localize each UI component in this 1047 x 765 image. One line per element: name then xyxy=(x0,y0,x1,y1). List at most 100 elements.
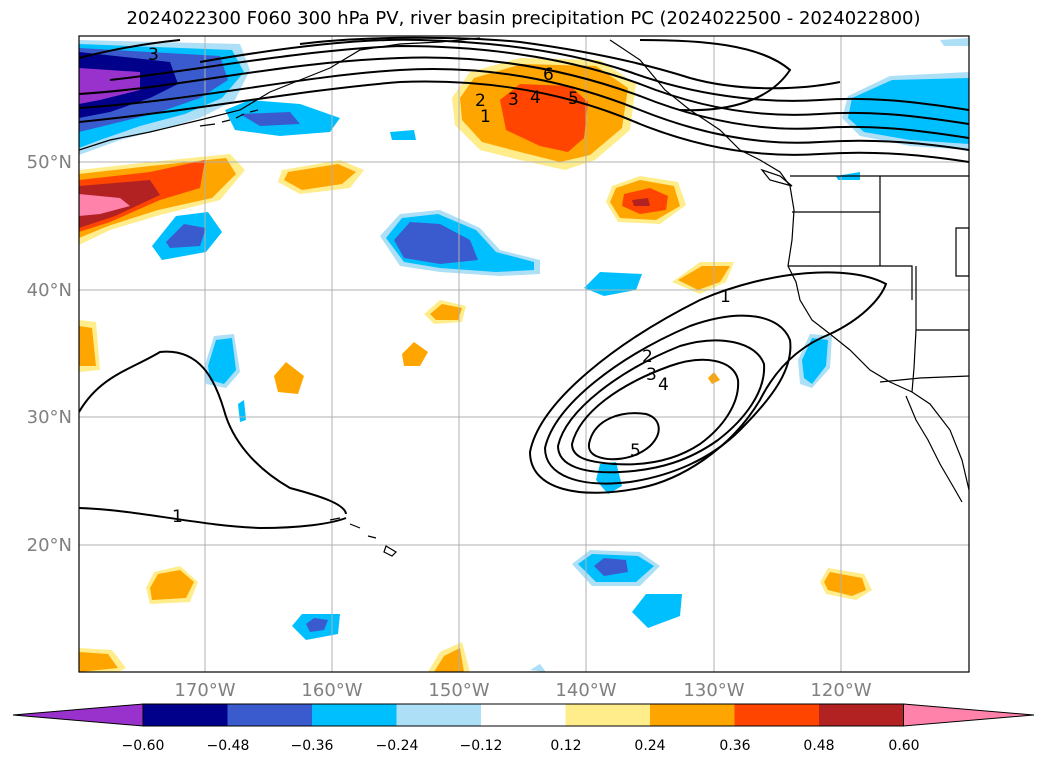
lon-label: 160°W xyxy=(301,680,362,701)
west-coast xyxy=(787,185,969,491)
pv-contour-north-4 xyxy=(109,44,969,125)
pos-anomaly-s-core xyxy=(79,652,118,672)
baja xyxy=(905,395,963,503)
colorbar-tick-labels: −0.60 −0.48 −0.36 −0.24 −0.12 0.12 0.24 … xyxy=(122,738,920,754)
contour-label: 4 xyxy=(530,88,541,108)
pos-anomaly-b-core xyxy=(632,198,650,206)
pv-contour-canada xyxy=(639,39,792,112)
precip-anomaly-fills xyxy=(79,38,969,672)
colorbar-segment xyxy=(565,704,650,726)
colorbar-segment xyxy=(143,704,228,726)
mexico-border xyxy=(879,375,969,383)
contour-labels: 3 6 2 3 4 5 1 1 2 3 4 5 1 xyxy=(148,45,731,527)
pv-contour-sub-5 xyxy=(587,412,660,461)
colorbar-tick-label: −0.24 xyxy=(376,738,419,754)
pv-contour-sub-1 xyxy=(528,271,888,494)
plot-title: 2024022300 F060 300 hPa PV, river basin … xyxy=(126,8,921,29)
neg-anomaly-nw-max xyxy=(79,68,140,104)
neg-anomaly-small xyxy=(390,130,416,140)
contour-label: 2 xyxy=(475,91,486,111)
state-border-nv xyxy=(911,329,917,393)
colorbar-tick-label: 0.12 xyxy=(550,738,581,754)
pv-contour-north-2 xyxy=(79,68,969,151)
lat-label: 20°N xyxy=(27,535,72,556)
contour-label: 5 xyxy=(568,89,579,109)
contour-label: 5 xyxy=(630,441,641,461)
lat-label: 30°N xyxy=(27,407,72,428)
lat-label: 40°N xyxy=(27,280,72,301)
contour-label: 1 xyxy=(172,507,183,527)
colorbar-segment xyxy=(481,704,566,726)
pos-anomaly-q-core xyxy=(150,570,194,600)
pv-contour-north-6 xyxy=(299,36,841,90)
neg-anomaly-c-core xyxy=(166,224,206,248)
lon-label: 130°W xyxy=(683,680,744,701)
pv-contour-north-1 xyxy=(79,80,969,163)
pv-contour-north-3 xyxy=(79,56,969,139)
contour-label: 1 xyxy=(720,287,731,307)
colorbar-tick-label: 0.48 xyxy=(803,738,834,754)
pos-anomaly-h xyxy=(402,342,428,366)
map-frame xyxy=(78,35,970,673)
contour-label: 3 xyxy=(148,45,159,65)
colorbar-extend-max xyxy=(903,703,1035,727)
colorbar-tick-label: −0.12 xyxy=(460,738,503,754)
pos-anomaly-f-core xyxy=(79,326,96,366)
contour-label: 6 xyxy=(543,65,554,85)
colorbar-frame xyxy=(142,703,904,727)
contour-label: 3 xyxy=(646,365,657,385)
colorbar-segment xyxy=(819,704,904,726)
pos-anomaly-r-core xyxy=(824,572,866,596)
neg-anomaly-sw-tiny xyxy=(530,664,546,672)
colorbar-segment xyxy=(227,704,312,726)
pos-anomaly-e-core xyxy=(678,266,730,290)
pv-contours xyxy=(79,36,969,530)
pos-anomaly-gulf-red xyxy=(500,84,588,152)
pos-anomaly-t-core xyxy=(434,648,464,672)
longitude-labels: 170°W 160°W 150°W 140°W 130°W 120°W xyxy=(174,680,871,701)
colorbar-tick-label: 0.36 xyxy=(719,738,750,754)
contour-label: 1 xyxy=(480,107,491,127)
neg-anomaly-ne-small xyxy=(940,38,969,46)
pv-contour-sub-2 xyxy=(543,314,792,485)
pv-contour-west-1 xyxy=(79,350,347,515)
pos-anomaly-i xyxy=(274,362,304,394)
colorbar-segment xyxy=(396,704,481,726)
neg-anomaly-o xyxy=(632,594,682,628)
bc-coast xyxy=(609,39,791,187)
neg-anomaly-p-core xyxy=(306,618,328,632)
neg-anomaly-j-core xyxy=(208,338,236,384)
pv-contour-west-1b xyxy=(79,507,347,530)
pv-contour-sub-3 xyxy=(556,339,766,474)
colorbar-segment xyxy=(734,704,819,726)
colorbar-tick-label: −0.48 xyxy=(207,738,250,754)
colorbar: −0.60 −0.48 −0.36 −0.24 −0.12 0.12 0.24 … xyxy=(12,703,1035,754)
neg-anomaly-m xyxy=(596,462,622,494)
aleutian-islands xyxy=(199,109,259,127)
colorbar-segment xyxy=(312,704,397,726)
small-box xyxy=(955,227,969,277)
contour-label: 3 xyxy=(508,90,519,110)
colorbar-segments xyxy=(12,703,1035,727)
neg-anomaly-coast-core xyxy=(802,338,828,384)
contour-label: 2 xyxy=(642,347,653,367)
vancouver-island xyxy=(760,168,793,187)
neg-anomaly-n-core xyxy=(594,558,628,576)
pv-contour-nw-3 xyxy=(79,39,181,59)
colorbar-segment xyxy=(650,704,735,726)
lon-label: 150°W xyxy=(428,680,489,701)
colorbar-tick-label: −0.60 xyxy=(122,738,165,754)
pos-anomaly-g-core xyxy=(430,304,462,320)
colorbar-tick-label: 0.60 xyxy=(888,738,919,754)
colorbar-extend-min xyxy=(12,703,144,727)
pos-anomaly-west-pink xyxy=(79,194,130,216)
colorbar-tick-label: 0.24 xyxy=(634,738,665,754)
lon-label: 120°W xyxy=(810,680,871,701)
lon-label: 140°W xyxy=(555,680,616,701)
hawaii-islands xyxy=(329,517,397,557)
latitude-labels: 50°N 40°N 30°N 20°N xyxy=(27,152,72,556)
pv-contour-sub-4 xyxy=(570,358,740,466)
colorbar-tick-label: −0.36 xyxy=(291,738,334,754)
contour-label: 4 xyxy=(658,375,669,395)
